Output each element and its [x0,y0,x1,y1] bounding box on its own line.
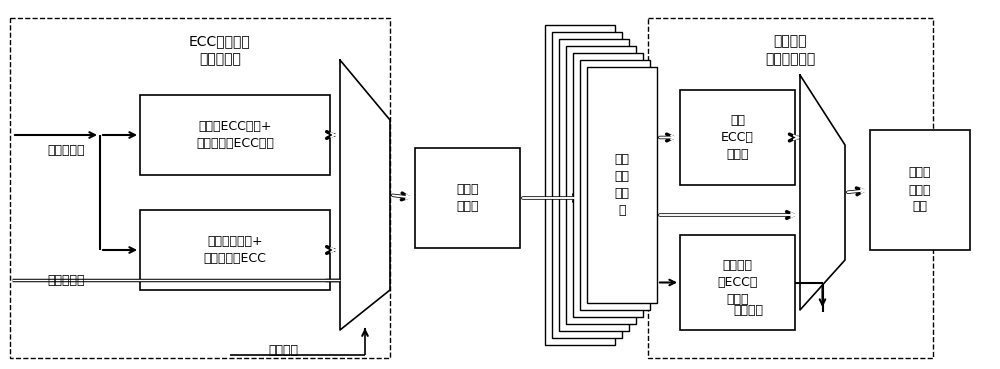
Bar [545,25,615,345]
Text: 访存译
码模块: 访存译 码模块 [456,183,479,213]
Text: 编码有效: 编码有效 [733,303,763,317]
Text: 冗余
数据
存储
器: 冗余 数据 存储 器 [614,153,630,217]
Bar [587,67,657,303]
Text: 读出数据
解码纠错模块: 读出数据 解码纠错模块 [765,34,815,66]
Text: 读访存数据: 读访存数据 [47,273,84,286]
Bar [552,32,622,338]
Bar [648,18,933,358]
Text: ECC编码选择
与生成模块: ECC编码选择 与生成模块 [189,34,251,66]
Bar [140,95,330,175]
Bar [415,148,520,248]
Bar [580,60,650,310]
Text: 写数据不编码+
编码无效的ECC: 写数据不编码+ 编码无效的ECC [204,235,266,265]
Text: 写数据ECC编码+
编码有效的ECC编码: 写数据ECC编码+ 编码有效的ECC编码 [196,120,274,150]
Bar [566,46,636,324]
Bar [10,18,390,358]
Bar [573,53,643,317]
Bar [680,235,795,330]
Bar [559,39,629,331]
Text: 访存请求: 访存请求 [268,344,298,356]
Text: 写访存数据: 写访存数据 [47,144,84,156]
Bar [870,130,970,250]
Bar [680,90,795,185]
Bar [140,210,330,290]
Text: 读出数
据选择
模块: 读出数 据选择 模块 [909,166,931,214]
Text: 数据
ECC解
码纠错: 数据 ECC解 码纠错 [721,114,754,161]
Text: 编码有效
位ECC解
码纠错: 编码有效 位ECC解 码纠错 [717,259,758,306]
